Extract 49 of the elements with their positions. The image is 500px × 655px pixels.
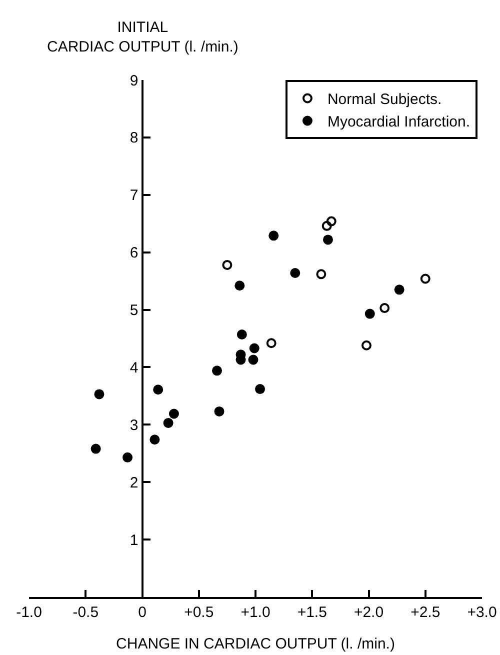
point — [290, 268, 300, 278]
point — [163, 418, 174, 428]
x-tick-label: +0.5 — [184, 604, 214, 621]
x-tick-label: -1.0 — [16, 604, 42, 621]
point — [122, 452, 133, 462]
point — [90, 444, 101, 454]
point — [214, 406, 224, 416]
y-tick-label: 1 — [130, 532, 138, 549]
y-tick-label: 7 — [130, 187, 138, 204]
point — [322, 220, 332, 231]
point — [361, 340, 372, 350]
x-tick-label: +3.0 — [467, 604, 497, 621]
x-tick-label: +2.0 — [354, 604, 384, 621]
point — [326, 216, 336, 226]
point — [94, 389, 104, 400]
point — [420, 274, 430, 284]
point — [266, 338, 276, 348]
point — [249, 343, 260, 354]
point — [380, 303, 390, 314]
point — [316, 269, 326, 280]
x-tick-label: 0 — [138, 604, 146, 621]
y-tick-label: 2 — [130, 474, 138, 492]
y-axis-title: INITIAL CARDIAC OUTPUT (l. /min.) — [47, 19, 238, 56]
point — [234, 280, 245, 291]
point — [153, 384, 164, 395]
y-tick-label: 8 — [130, 130, 138, 147]
point — [168, 408, 179, 419]
x-tick-label: +2.5 — [410, 604, 440, 621]
x-tick-label: +1.5 — [297, 604, 327, 621]
y-tick-label: 5 — [130, 302, 138, 320]
point — [212, 366, 222, 376]
x-tick-label: +1.0 — [240, 604, 270, 621]
point — [394, 284, 404, 295]
point — [222, 260, 232, 270]
point — [364, 308, 375, 319]
x-tick-label: -0.5 — [72, 604, 99, 621]
y-tick-label: 9 — [130, 72, 138, 90]
point — [248, 354, 258, 365]
x-axis-title: CHANGE IN CARDIAC OUTPUT (l. /min.) — [116, 636, 395, 652]
legend-label: Myocardial Infarction. — [327, 114, 470, 131]
legend-label: Normal Subjects. — [327, 91, 442, 108]
point — [268, 230, 279, 241]
y-tick-label: 4 — [130, 359, 138, 376]
point — [236, 329, 247, 340]
point — [150, 434, 160, 445]
y-tick-label: 6 — [130, 244, 138, 262]
point — [255, 384, 266, 394]
y-tick-label: 3 — [130, 416, 138, 434]
point — [322, 234, 333, 245]
